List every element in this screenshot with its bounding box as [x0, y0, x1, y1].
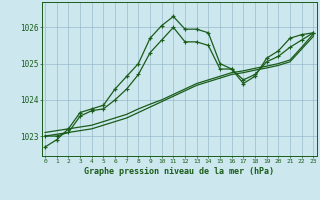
X-axis label: Graphe pression niveau de la mer (hPa): Graphe pression niveau de la mer (hPa) [84, 167, 274, 176]
